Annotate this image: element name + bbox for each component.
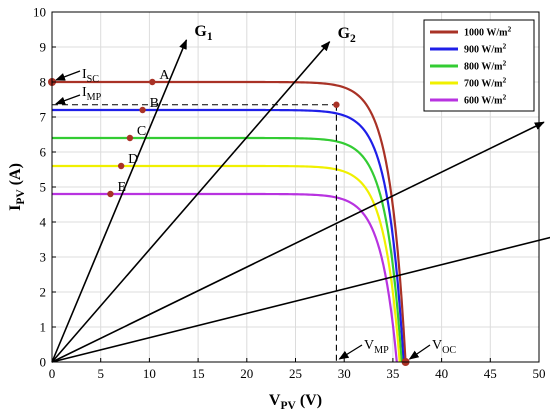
x-tick-label: 25 [289,366,302,381]
voc-arrow [408,344,431,360]
imp-label: IMP [82,85,102,103]
iv-curve-series-2 [52,108,405,363]
load-lines [51,39,550,363]
legend-entry: 700 W/m2 [464,76,506,90]
imp-arrow [55,94,81,105]
vmp-label: VMP [364,338,389,356]
iv-curve-series-1 [52,80,407,363]
y-tick-label: 1 [40,320,47,335]
operating-point-marker [126,134,134,142]
y-tick-label: 3 [40,250,47,265]
mpp-marker [333,101,340,108]
legend: 1000 W/m2 900 W/m2 800 W/m2 700 W/m2 600 W/m… [423,19,535,112]
operating-point-label: E [117,180,126,195]
y-tick-label: 2 [40,285,47,300]
load-line-arrow [51,121,545,363]
voc-label: VOC [432,338,456,356]
x-tick-label: 45 [484,366,497,381]
annotations: G1G2G3G4ABCDEISCIMPVMPVOC [55,23,550,360]
operating-point-marker [117,162,125,170]
x-tick-label: 5 [97,366,104,381]
operating-point-label: C [137,124,146,139]
y-axis-title-group: IPV (A) [7,163,27,211]
iv-curves [52,80,407,363]
load-line-arrow [51,236,550,363]
operating-point-label: D [128,152,138,167]
legend-entry: 600 W/m2 [464,93,506,107]
mpp-dashed-lines [52,104,337,362]
y-tick-label: 10 [33,5,46,20]
iv-curve-series-3 [52,136,403,363]
y-tick-label: 4 [40,215,47,230]
legend-entry: 900 W/m2 [464,42,506,56]
y-tick-label: 5 [40,180,47,195]
legend-entry: 1000 W/m2 [464,25,511,39]
vmp-arrow [338,344,363,360]
y-tick-label: 0 [40,355,47,370]
y-tick-label: 8 [40,75,47,90]
y-tick-label: 7 [40,110,47,125]
x-tick-label: 10 [143,366,156,381]
load-line-arrow [51,39,188,363]
isc-arrow [55,70,81,81]
operating-point-marker [149,78,156,86]
load-line-label: G1 [194,23,212,43]
x-tick-label: 50 [533,366,546,381]
operating-point-label: B [150,96,159,111]
y-tick-label: 6 [40,145,47,160]
y-tick-label: 9 [40,40,47,55]
load-line-label: G2 [338,25,356,45]
y-axis-title: IPV (A) [7,163,27,211]
iv-curve-series-4 [52,164,401,363]
x-tick-label: 20 [240,366,253,381]
x-tick-label: 35 [386,366,399,381]
isc-label: ISC [82,67,99,85]
x-axis-title: VPV (V) [269,392,322,412]
load-line-arrow [51,40,331,363]
operating-point-marker [139,106,146,114]
x-tick-label: 0 [49,366,56,381]
legend-entry: 800 W/m2 [464,59,506,73]
x-tick-label: 30 [338,366,351,381]
x-tick-label: 40 [435,366,448,381]
x-tick-label: 15 [192,366,205,381]
operating-point-label: A [159,68,170,83]
axis-titles: VPV (V) IPV (A) [7,163,322,412]
operating-point-marker [107,190,114,198]
